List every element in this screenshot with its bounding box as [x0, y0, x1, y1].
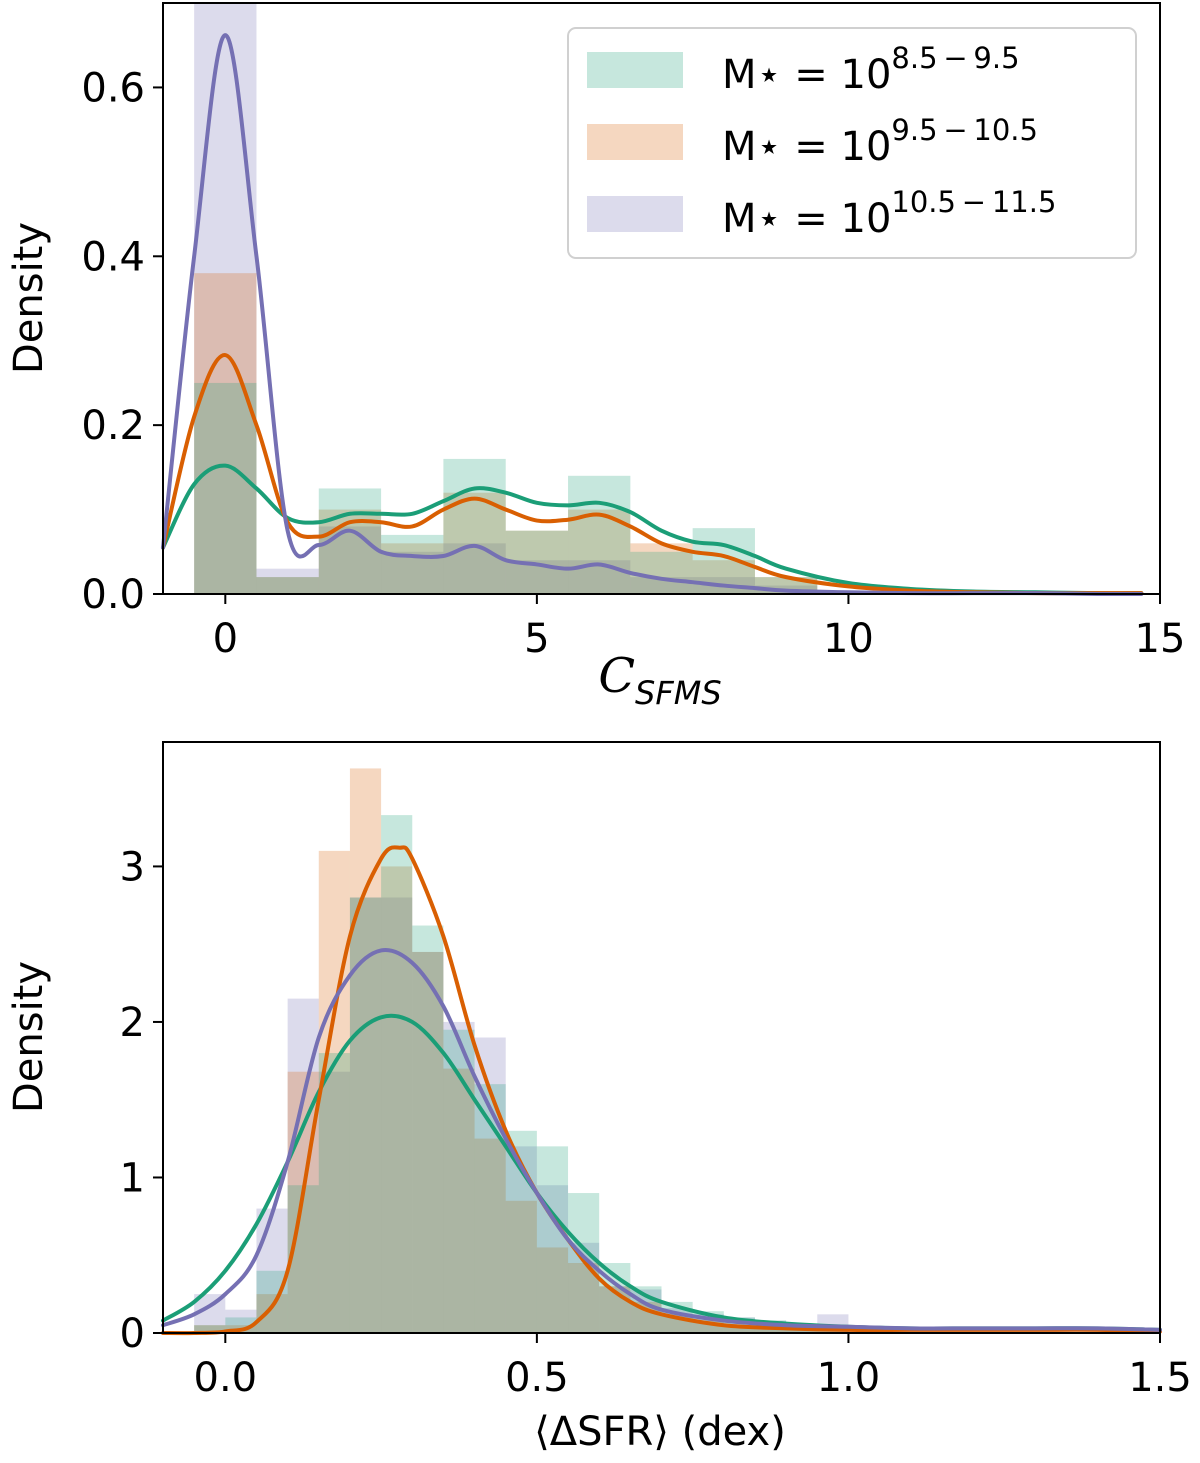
- bottom-kde-curves: [161, 845, 1162, 1336]
- hist-bar: [505, 1200, 537, 1333]
- legend-label-base: M⋆ = 10: [722, 52, 891, 98]
- legend-swatch: [587, 52, 683, 88]
- hist-bar: [256, 577, 319, 594]
- x-tick-label: 5: [524, 616, 549, 662]
- legend-label-exponent: 9.5 − 10.5: [891, 113, 1038, 147]
- hist-bar: [412, 925, 444, 1333]
- hist-bar: [381, 543, 444, 594]
- y-tick-label: 0: [120, 1311, 145, 1357]
- x-tick-label: 1.5: [1128, 1355, 1192, 1401]
- hist-bar: [412, 951, 444, 1333]
- x-tick-label: 0.0: [194, 1355, 258, 1401]
- hist-bar: [318, 526, 382, 594]
- top-x-axis-label-sub: SFMS: [635, 674, 722, 712]
- hist-bar: [381, 534, 444, 594]
- top-panel: 0 5 10 15 0.0 0.2 0.4 0.6 Density CSFMS M⋆ = 1…: [6, 2, 1186, 712]
- hist-bar: [474, 1138, 506, 1333]
- hist-bar: [349, 768, 382, 1333]
- y-tick-label: 3: [120, 844, 145, 890]
- top-kde-curves: [161, 33, 1144, 597]
- y-tick-label: 0.2: [81, 403, 145, 449]
- hist-bar: [630, 551, 693, 594]
- bottom-y-axis-label: Density: [6, 961, 52, 1113]
- hist-bar: [381, 815, 413, 1333]
- hist-bar: [536, 1185, 569, 1333]
- legend-swatch: [587, 196, 683, 232]
- top-y-ticks: 0.0 0.2 0.4 0.6: [81, 65, 163, 618]
- x-tick-label: 0: [213, 616, 238, 662]
- top-x-axis-label: CSFMS: [598, 648, 721, 712]
- hist-bar: [318, 1071, 350, 1333]
- hist-bar: [194, 3, 257, 594]
- legend-label-exponent: 8.5 − 9.5: [891, 41, 1019, 75]
- legend-box: [567, 27, 1137, 259]
- top-x-axis-label-main: C: [598, 648, 635, 704]
- kde-line: [161, 947, 1162, 1332]
- hist-bar: [630, 543, 693, 594]
- hist-bar: [505, 1146, 537, 1333]
- hist-bar: [381, 551, 444, 594]
- legend-label-exponent: 10.5 − 11.5: [891, 185, 1056, 219]
- hist-bar: [536, 1146, 569, 1333]
- legend-label-base: M⋆ = 10: [722, 124, 891, 170]
- x-tick-label: 1.0: [817, 1355, 881, 1401]
- bottom-panel: 0.0 0.5 1.0 1.5 0 1 2 3 Density ⟨ΔSFR⟩ (dex): [6, 741, 1192, 1455]
- kde-line: [161, 353, 1144, 596]
- y-tick-label: 0.0: [81, 572, 145, 618]
- top-plot-frame: [162, 2, 1161, 595]
- hist-bar: [443, 492, 506, 594]
- hist-bar: [568, 475, 631, 594]
- hist-bar: [256, 1294, 288, 1333]
- x-tick-label: 15: [1135, 616, 1186, 662]
- x-tick-label: 0.5: [505, 1355, 569, 1401]
- y-tick-label: 0.6: [81, 65, 145, 111]
- x-tick-label: 10: [823, 616, 874, 662]
- hist-bar: [256, 1208, 288, 1333]
- bottom-y-ticks: 0 1 2 3: [120, 844, 163, 1357]
- bottom-x-axis-label: ⟨ΔSFR⟩ (dex): [534, 1409, 786, 1455]
- hist-bar: [194, 1325, 226, 1333]
- hist-bar: [381, 897, 413, 1333]
- top-x-ticks: 0 5 10 15: [213, 594, 1186, 662]
- legend-label-base: M⋆ = 10: [722, 196, 891, 242]
- hist-bar: [349, 897, 382, 1333]
- hist-bar: [256, 568, 319, 594]
- hist-bar: [443, 458, 506, 594]
- bottom-plot-frame: [162, 741, 1161, 1334]
- y-tick-label: 0.4: [81, 234, 145, 280]
- hist-bar: [287, 1185, 319, 1333]
- hist-bar: [536, 1247, 569, 1333]
- legend-label: M⋆ = 109.5 − 10.5: [722, 113, 1038, 170]
- legend-label: M⋆ = 108.5 − 9.5: [722, 41, 1020, 98]
- hist-bar: [318, 850, 350, 1333]
- hist-bar: [381, 866, 413, 1333]
- y-tick-label: 1: [120, 1155, 145, 1201]
- hist-bar: [318, 1053, 350, 1333]
- legend-label: M⋆ = 1010.5 − 11.5: [722, 185, 1056, 242]
- hist-bar: [723, 1325, 755, 1333]
- hist-bar: [194, 273, 257, 594]
- legend: M⋆ = 108.5 − 9.5M⋆ = 109.5 − 10.5M⋆ = 10…: [567, 27, 1137, 259]
- legend-swatch: [587, 124, 683, 160]
- top-y-axis-label: Density: [6, 222, 52, 374]
- hist-bar: [443, 1068, 475, 1333]
- bottom-x-ticks: 0.0 0.5 1.0 1.5: [194, 1333, 1192, 1401]
- hist-bar: [194, 1325, 226, 1333]
- hist-bar: [412, 951, 444, 1333]
- hist-bar: [754, 1326, 787, 1333]
- hist-bar: [256, 577, 319, 594]
- legend-entries: M⋆ = 108.5 − 9.5M⋆ = 109.5 − 10.5M⋆ = 10…: [587, 41, 1056, 242]
- hist-bar: [443, 1029, 475, 1333]
- kde-line: [161, 463, 1144, 596]
- hist-bar: [194, 382, 257, 594]
- kde-line: [161, 33, 1144, 597]
- kde-line: [161, 845, 1162, 1336]
- y-tick-label: 2: [120, 1000, 145, 1046]
